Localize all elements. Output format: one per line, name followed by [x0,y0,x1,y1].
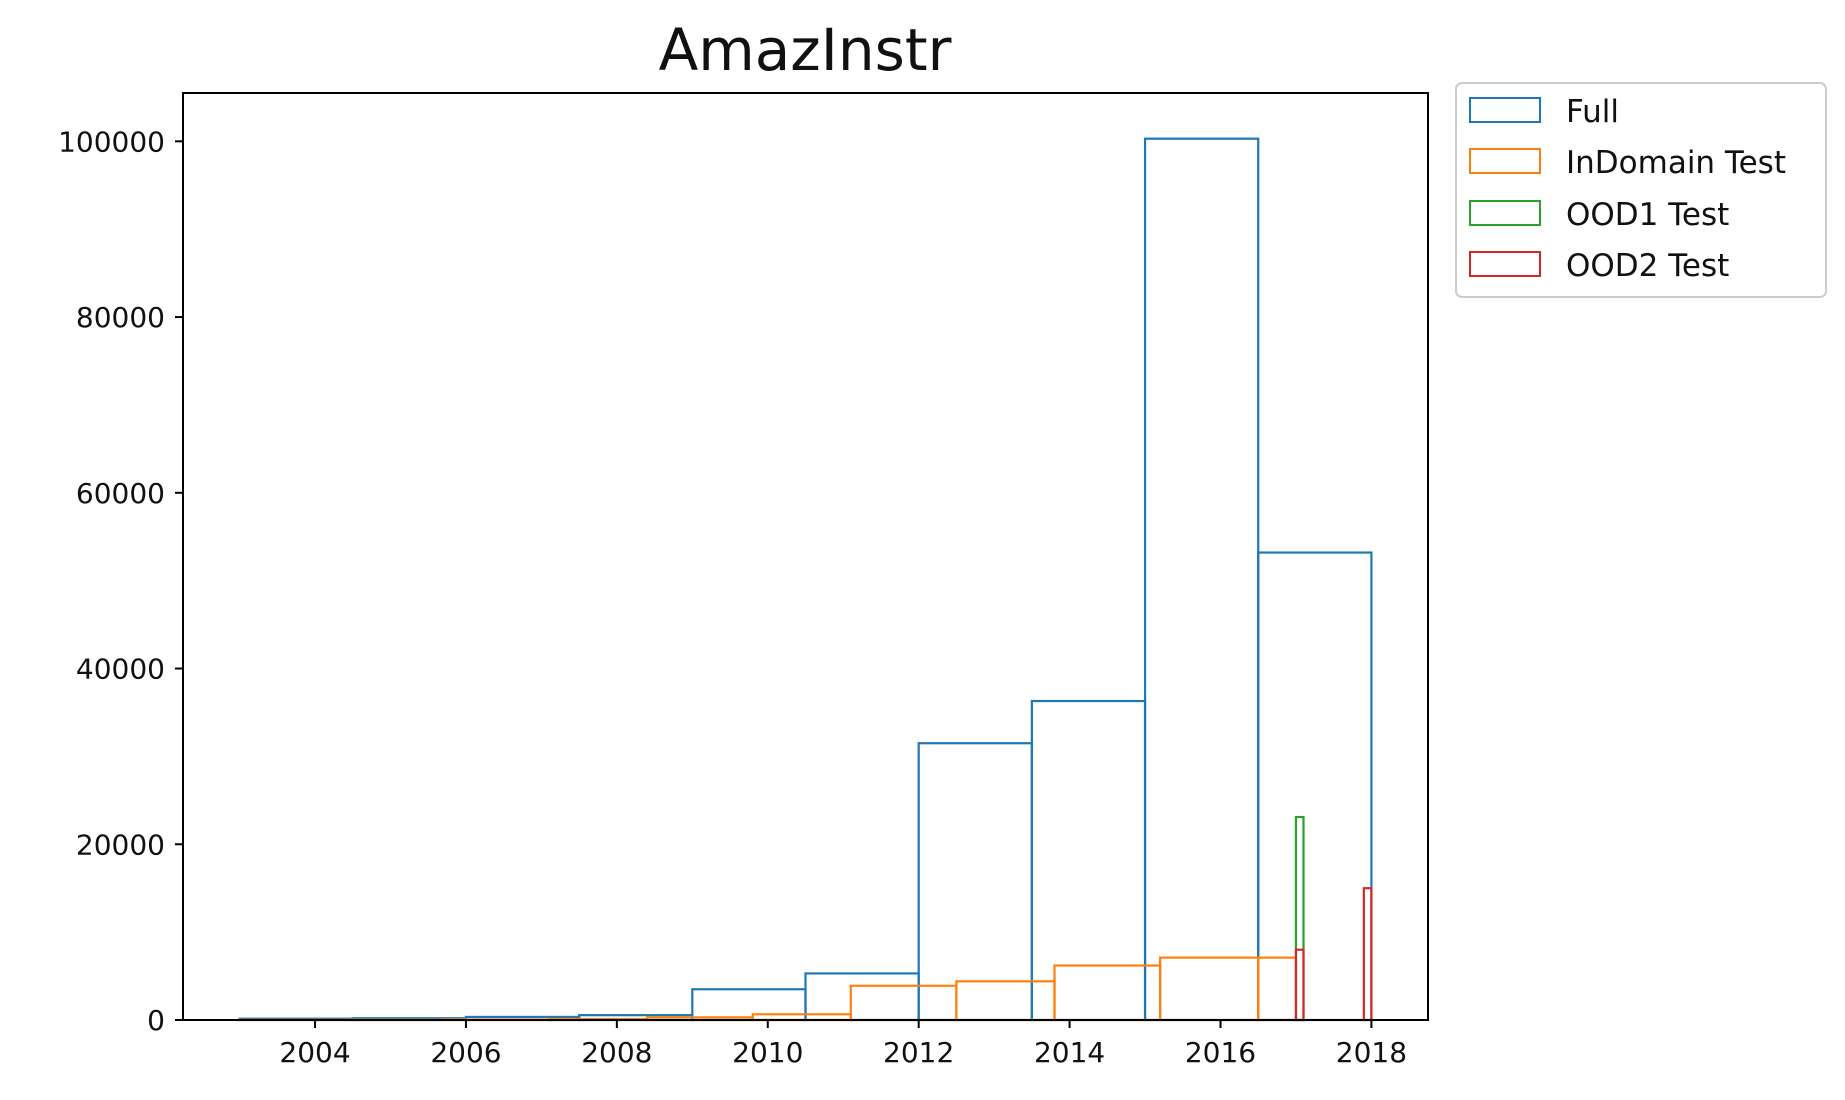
series-full [238,137,1373,1022]
x-tick-label: 2014 [1034,1036,1105,1069]
histogram-bin [1362,887,1373,1022]
legend-label-indomain-test: InDomain Test [1566,145,1786,181]
x-tick-label: 2016 [1185,1036,1256,1069]
chart-title: AmazInstr [659,16,952,84]
histogram-bin [804,972,920,1022]
y-tick-label: 20000 [76,828,165,861]
legend-label-full: Full [1566,94,1619,130]
legend-label-ood2-test: OOD2 Test [1566,248,1729,284]
legend-swatch-ood2-test [1469,251,1541,277]
y-axis: 0 20000 40000 60000 80000 100000 [58,125,183,1037]
histogram-bin [917,742,1033,1022]
legend-swatch-ood1-test [1469,200,1541,226]
histogram-bin [849,984,958,1022]
legend-frame [1455,82,1827,298]
series-ood2-test [1294,887,1373,1022]
plot-frame [182,92,1429,1021]
histogram-bin [1030,699,1147,1022]
x-tick-label: 2010 [732,1036,803,1069]
x-tick-label: 2012 [883,1036,954,1069]
x-axis: 2004 2006 2008 2010 2012 2014 2016 2018 [279,1020,1407,1069]
x-tick-label: 2004 [279,1036,350,1069]
histogram-bin [1159,956,1260,1022]
histogram-bin [1257,956,1298,1022]
legend-label-ood1-test: OOD1 Test [1566,197,1729,233]
histogram-bin [1143,137,1260,1022]
histogram-bin [1294,815,1305,1022]
x-tick-label: 2006 [430,1036,501,1069]
y-tick-label: 60000 [76,477,165,510]
legend-swatch-indomain-test [1469,148,1541,174]
y-tick-label: 0 [147,1004,165,1037]
histogram-bin [1257,551,1373,1022]
legend-swatch-full [1469,97,1541,123]
x-tick-label: 2008 [581,1036,652,1069]
histogram-bin [955,980,1056,1022]
x-tick-label: 2018 [1336,1036,1407,1069]
legend: Full InDomain Test OOD1 Test OOD2 Test [1455,82,1827,298]
y-tick-label: 100000 [58,125,165,158]
histogram-bin [1294,948,1305,1022]
y-tick-label: 80000 [76,301,165,334]
series-ood1-test [1294,815,1305,1022]
series-layer [238,137,1373,1022]
y-tick-label: 40000 [76,653,165,686]
